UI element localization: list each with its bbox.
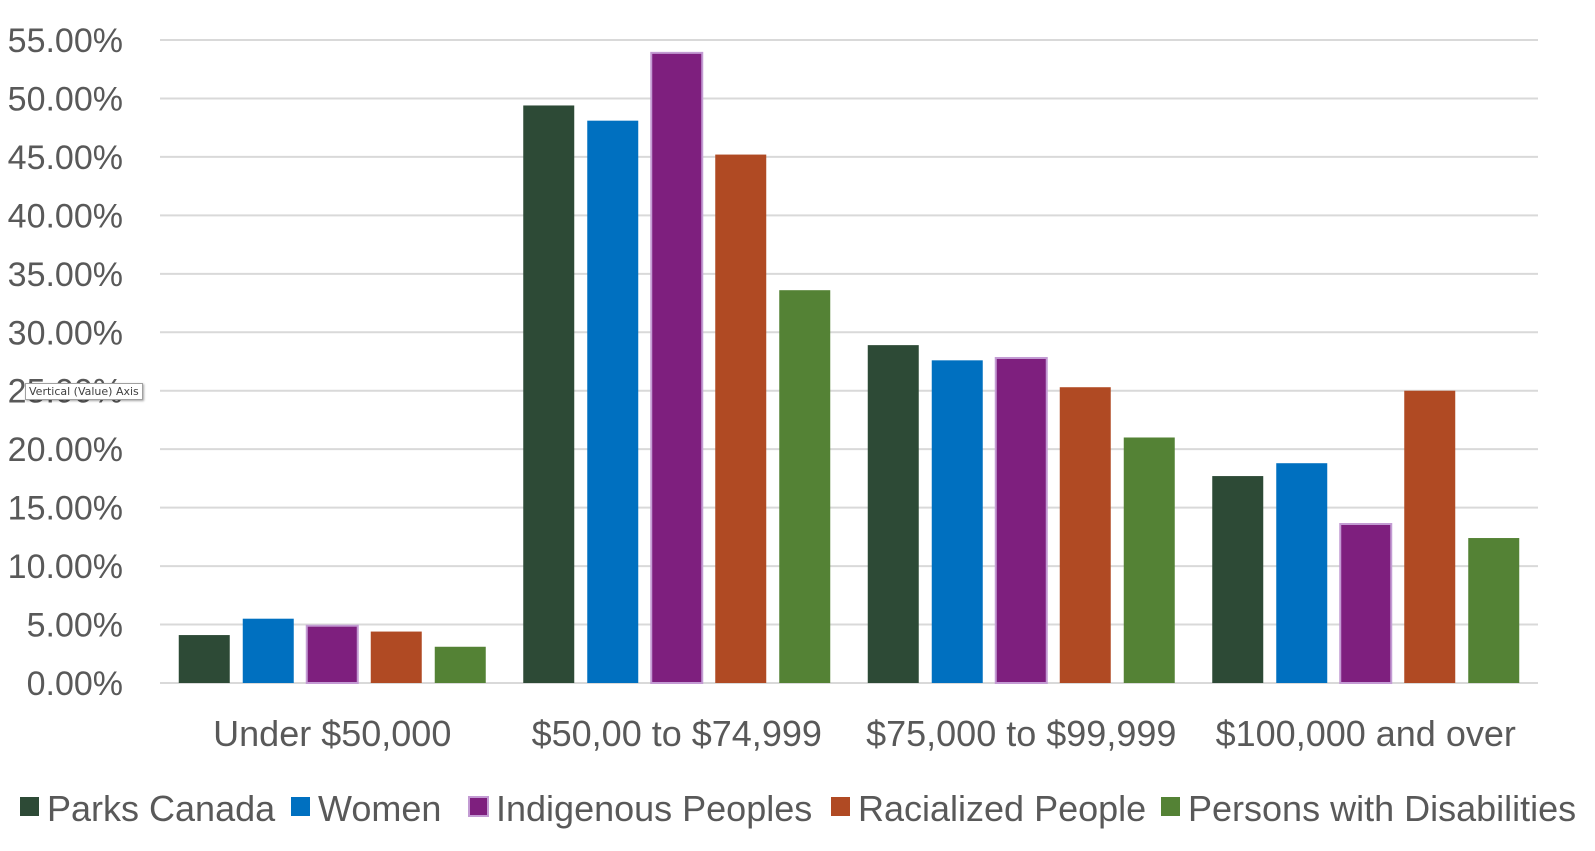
x-axis-category-labels[interactable]: Under $50,000 $50,00 to $74,999 $75,000 to… [213,713,1516,754]
y-tick-label: 55.00% [8,22,123,60]
legend-label: Indigenous Peoples [496,788,812,829]
bar[interactable] [178,635,230,683]
legend-swatch [1161,797,1180,816]
legend-swatch [468,796,489,817]
bar[interactable] [1404,390,1456,683]
bar[interactable] [1468,538,1520,683]
bar[interactable] [305,624,359,684]
bar[interactable] [994,356,1048,684]
y-tick-label: 30.00% [8,314,123,352]
bar[interactable] [931,360,983,683]
x-category-label: $50,00 to $74,999 [532,713,822,754]
bar[interactable] [650,51,704,685]
x-category-label: $100,000 and over [1216,713,1516,754]
bar[interactable] [715,154,767,683]
legend[interactable]: Parks Canada Women Indigenous Peoples Racia… [20,788,1576,829]
y-tick-label: 15.00% [8,490,123,528]
bar[interactable] [523,105,575,683]
y-tick-label: 0.00% [27,665,123,703]
y-tick-label: 20.00% [8,431,123,469]
legend-label: Parks Canada [47,788,276,829]
bars [178,51,1520,685]
y-tick-label: 40.00% [8,197,123,235]
legend-swatch [291,797,310,816]
x-category-label: $75,000 to $99,999 [866,713,1176,754]
y-tick-label: 45.00% [8,139,123,177]
y-tick-label: 50.00% [8,80,123,118]
bar[interactable] [587,120,639,683]
bar[interactable] [779,290,831,683]
legend-swatch [831,797,850,816]
bar[interactable] [1123,437,1175,683]
bar[interactable] [1059,387,1111,683]
bar[interactable] [434,646,486,683]
legend-label: Persons with Disabilities [1188,788,1576,829]
bar[interactable] [1276,463,1328,683]
bar[interactable] [370,631,422,683]
x-category-label: Under $50,000 [213,713,451,754]
bar[interactable] [1339,523,1393,685]
bar[interactable] [867,345,919,683]
y-tick-label: 10.00% [8,548,123,586]
legend-swatch [20,797,39,816]
y-tick-label: 35.00% [8,256,123,294]
y-tick-label: 5.00% [27,607,123,645]
gridlines [160,39,1538,684]
bar[interactable] [1212,476,1264,683]
legend-label: Women [318,788,441,829]
axis-tooltip: Vertical (Value) Axis [25,383,143,400]
bar[interactable] [242,618,294,683]
legend-label: Racialized People [858,788,1146,829]
y-axis-tick-labels[interactable]: 0.00%5.00%10.00%15.00%20.00%25.00%30.00%… [8,22,123,703]
